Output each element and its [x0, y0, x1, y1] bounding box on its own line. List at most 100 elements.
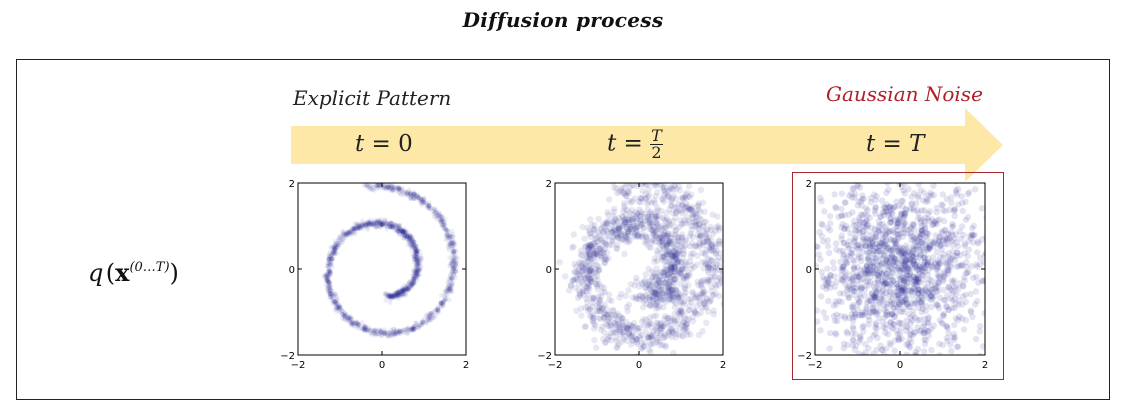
scatter-point [623, 318, 630, 325]
scatter-point [857, 333, 864, 340]
scatter-point [403, 228, 409, 234]
scatter-point [900, 299, 907, 306]
scatter-point [905, 248, 912, 255]
scatter-point [900, 266, 907, 274]
scatter-point [819, 273, 827, 281]
scatter-point [602, 240, 610, 247]
scatter-point [643, 240, 650, 248]
scatter-point [609, 221, 616, 228]
scatter-point [694, 294, 701, 301]
scatter-point [409, 326, 415, 332]
scatter-point [824, 224, 832, 232]
scatter-point [685, 217, 692, 224]
scatter-point [901, 254, 908, 261]
scatter-point [627, 223, 635, 231]
scatter-point [376, 183, 381, 187]
scatter-point [401, 286, 407, 292]
scatter-point [413, 250, 419, 256]
scatter-point [590, 314, 598, 321]
scatter-point [368, 220, 374, 226]
scatter-point [893, 280, 900, 287]
scatter-point [795, 259, 801, 265]
scatter-point [449, 239, 454, 245]
scatter-point [377, 221, 383, 227]
scatter-point [658, 320, 665, 327]
scatter-point [362, 325, 368, 331]
scatter-point [639, 183, 646, 187]
scatter-point [660, 192, 668, 199]
scatter-point [818, 293, 825, 300]
scatter-point [660, 216, 668, 223]
scatter-point [395, 292, 401, 298]
scatter-point [614, 218, 622, 225]
scatter-point [954, 249, 961, 256]
scatter-point [869, 259, 877, 266]
scatter-point [1000, 208, 1006, 214]
scatter-point [879, 255, 886, 262]
scatter-point [328, 256, 334, 261]
scatter-point [624, 162, 630, 168]
scatter-point [930, 192, 937, 199]
scatter-point [695, 202, 702, 210]
scatter-point [716, 237, 723, 244]
scatter-point [680, 326, 687, 334]
scatter-point [664, 193, 671, 200]
scatter-point [912, 352, 919, 355]
scatter-point [325, 279, 330, 285]
scatter-point [326, 258, 332, 264]
scatter-point [623, 323, 630, 331]
scatter-point [940, 254, 947, 262]
scatter-point [653, 302, 660, 309]
scatter-point [874, 266, 881, 273]
scatter-point [451, 273, 457, 278]
scatter-point [852, 310, 859, 317]
scatter-point [655, 239, 663, 246]
scatter-point [389, 329, 395, 334]
scatter-point [391, 292, 397, 298]
scatter-point [652, 213, 659, 220]
scatter-point [663, 234, 670, 242]
scatter-point [647, 208, 654, 216]
scatter-point [888, 311, 896, 318]
scatter-point [570, 276, 577, 284]
scatter-point [627, 226, 634, 233]
scatter-point [593, 247, 600, 255]
scatter-point [386, 221, 392, 227]
scatter-point [964, 269, 971, 277]
scatter-point [411, 270, 417, 276]
scatter-point [608, 237, 616, 244]
scatter-point [931, 220, 938, 227]
scatter-point [342, 311, 348, 317]
scatter-point [332, 247, 338, 253]
scatter-point [369, 327, 375, 333]
scatter-point [414, 248, 419, 253]
scatter-point [904, 230, 911, 237]
scatter-point [653, 220, 660, 227]
scatter-point [840, 253, 847, 260]
scatter-point [596, 245, 603, 253]
scatter-point [598, 253, 605, 260]
scatter-point [715, 240, 723, 248]
scatter-point [330, 301, 336, 306]
scatter-point [415, 258, 421, 264]
scatter-point [427, 314, 433, 320]
scatter-point [626, 324, 634, 331]
scatter-point [392, 291, 398, 296]
scatter-point [693, 302, 700, 310]
scatter-point [987, 253, 993, 259]
scatter-point [874, 261, 881, 268]
scatter-point [600, 335, 607, 343]
scatter-point [910, 254, 917, 261]
scatter-point [598, 237, 606, 245]
scatter-point [411, 254, 417, 260]
scatter-point [847, 275, 854, 283]
scatter-point [833, 278, 840, 286]
scatter-point [651, 183, 658, 189]
scatter-point [705, 234, 712, 241]
scatter-point [940, 237, 947, 244]
scatter-point [658, 256, 666, 264]
scatter-point [870, 247, 877, 254]
scatter-point [885, 229, 892, 236]
scatter-point [945, 253, 952, 260]
scatter-point [664, 187, 671, 195]
